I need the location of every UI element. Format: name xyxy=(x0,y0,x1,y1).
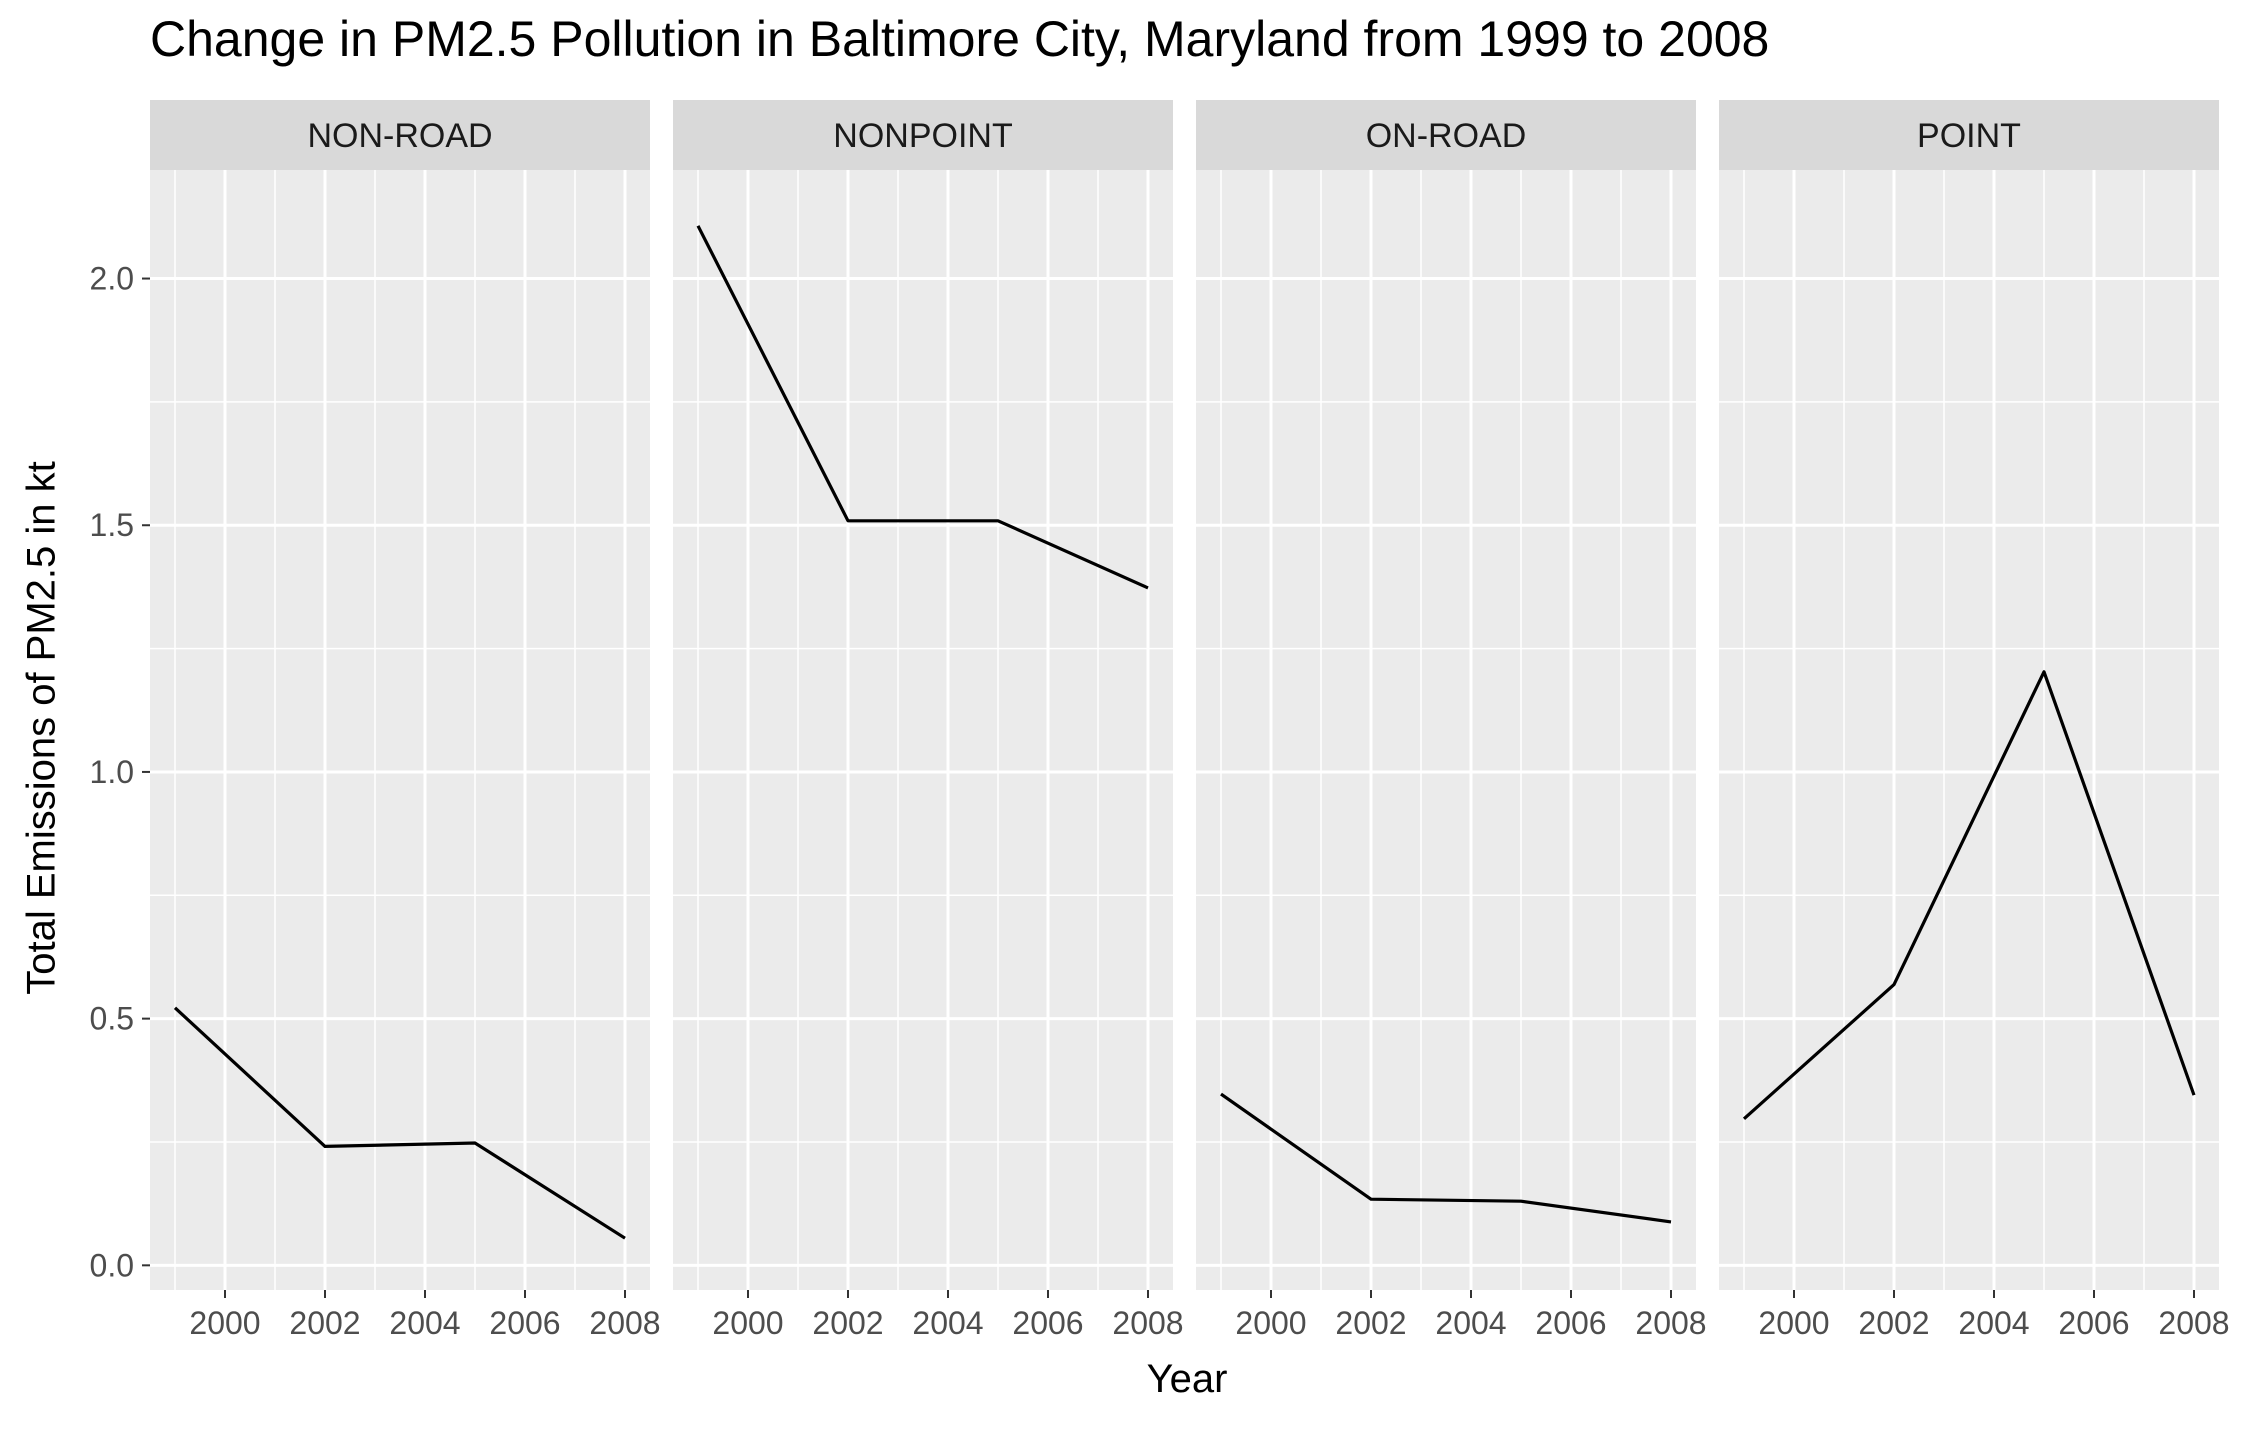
series-line-on-road xyxy=(1220,1092,1672,1224)
x-tick-label: 2008 xyxy=(1112,1305,1183,1341)
facet-panel-nonpoint: NONPOINT 2000 2002 2004 2006 2008 xyxy=(673,100,1184,1341)
x-axis-title: Year xyxy=(1146,1357,1228,1401)
y-tick-label: 2.0 xyxy=(90,261,134,297)
x-tick-label: 2006 xyxy=(1012,1305,1083,1341)
facet-strip-label: NONPOINT xyxy=(833,117,1012,155)
panel-background xyxy=(673,170,1173,1290)
y-tick-label: 1.0 xyxy=(90,754,134,790)
facet-strip-label: ON-ROAD xyxy=(1366,117,1527,155)
facet-strip xyxy=(150,100,650,170)
facet-strip xyxy=(673,100,1173,170)
x-tick-label: 2008 xyxy=(1635,1305,1706,1341)
x-tick-label: 2004 xyxy=(389,1305,460,1341)
x-tick-label: 2004 xyxy=(1435,1305,1506,1341)
facet-strip xyxy=(1196,100,1696,170)
x-tick-label: 2006 xyxy=(489,1305,560,1341)
x-tick-label: 2008 xyxy=(589,1305,660,1341)
facet-strip xyxy=(1719,100,2219,170)
x-tick-label: 2002 xyxy=(289,1305,360,1341)
y-tick-label: 0.5 xyxy=(90,1001,134,1037)
x-tick-label: 2002 xyxy=(812,1305,883,1341)
chart-title: Change in PM2.5 Pollution in Baltimore C… xyxy=(150,11,1770,67)
y-tick-label: 0.0 xyxy=(90,1247,134,1283)
x-tick-label: 2002 xyxy=(1335,1305,1406,1341)
series-line-non-road xyxy=(173,1006,626,1240)
facet-strip-label: POINT xyxy=(1917,117,2021,155)
series-line-nonpoint xyxy=(696,225,1149,590)
facet-panel-non-road: NON-ROAD 2000 2002 2004 2006 2008 xyxy=(150,100,661,1341)
x-tick-label: 2000 xyxy=(1758,1305,1829,1341)
x-tick-label: 2000 xyxy=(712,1305,783,1341)
facet-panel-on-road: ON-ROAD 2000 2002 2004 2006 2008 xyxy=(1196,100,1707,1341)
x-tick-label: 2000 xyxy=(1235,1305,1306,1341)
x-tick-label: 2000 xyxy=(189,1305,260,1341)
facet-strip-label: NON-ROAD xyxy=(307,117,492,155)
x-tick-label: 2004 xyxy=(912,1305,983,1341)
facet-panel-point: POINT 2000 2002 2004 2006 2008 xyxy=(1719,100,2230,1341)
series-line-point xyxy=(1742,670,2196,1120)
panel-background xyxy=(150,170,650,1290)
x-tick-label: 2008 xyxy=(2158,1305,2229,1341)
x-tick-label: 2004 xyxy=(1958,1305,2029,1341)
x-tick-label: 2006 xyxy=(1535,1305,1606,1341)
x-tick-label: 2006 xyxy=(2058,1305,2129,1341)
panel-background xyxy=(1196,170,1696,1290)
panel-background xyxy=(1719,170,2219,1290)
y-tick-label: 1.5 xyxy=(90,507,134,543)
x-tick-label: 2002 xyxy=(1858,1305,1929,1341)
